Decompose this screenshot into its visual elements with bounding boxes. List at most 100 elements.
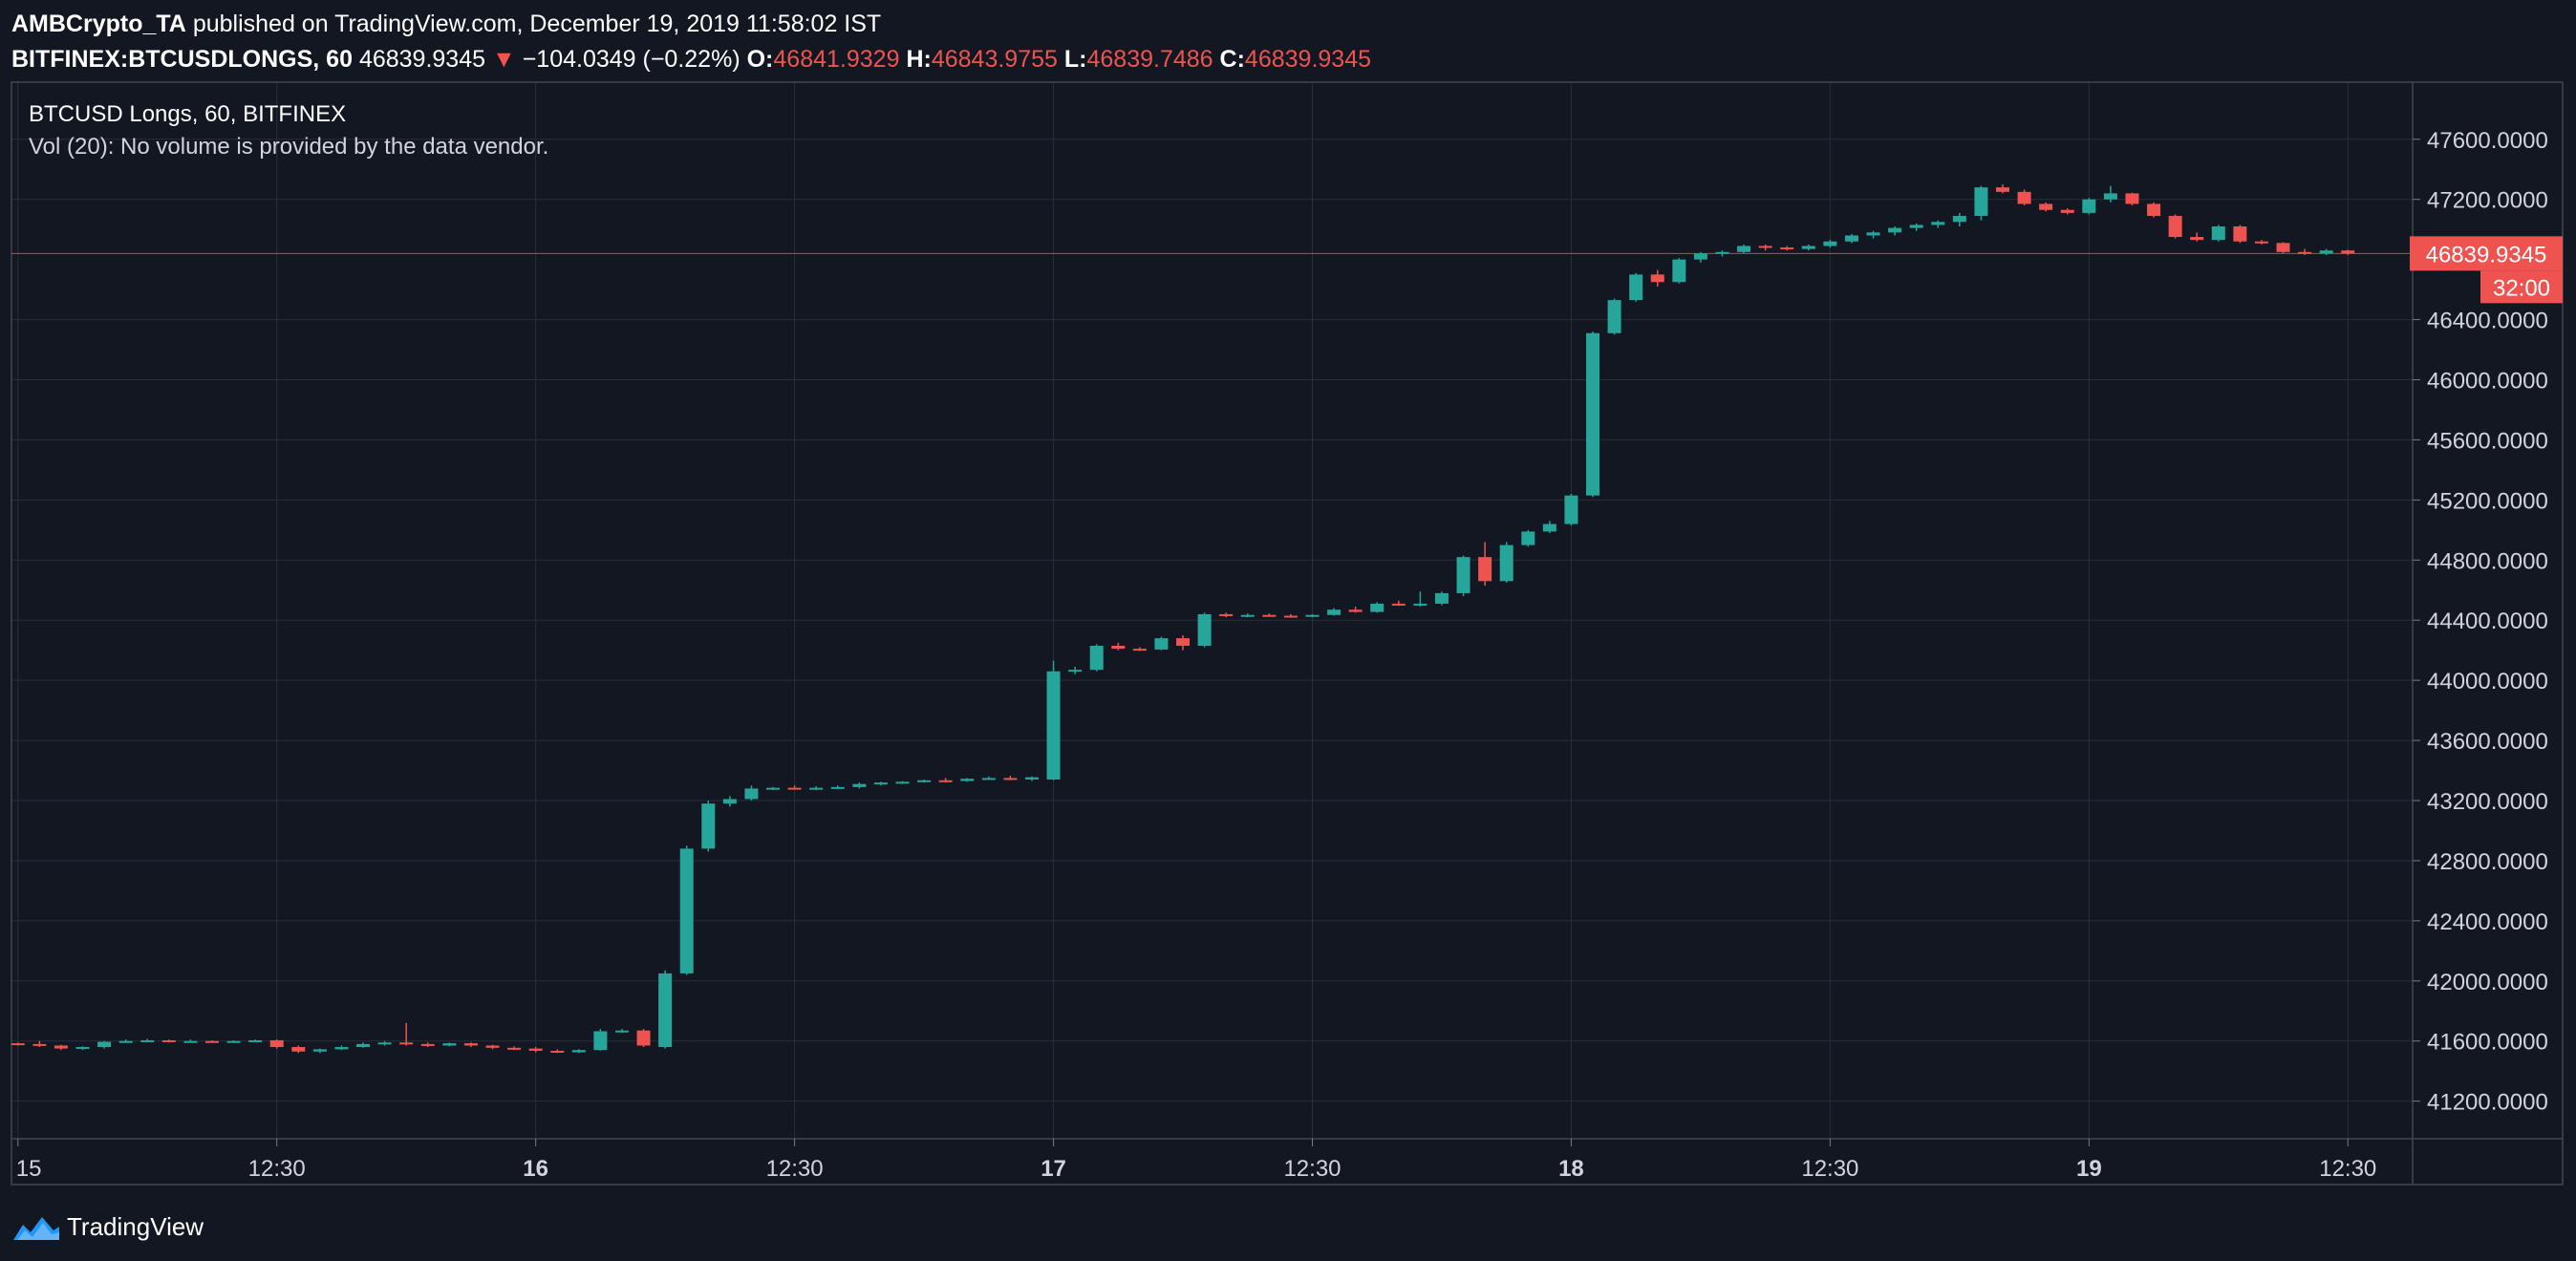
candle	[11, 1042, 25, 1046]
candle	[442, 1042, 457, 1047]
candle	[1564, 494, 1578, 526]
candle-body	[140, 1039, 155, 1042]
low-value: 46839.7486	[1086, 46, 1213, 73]
high-label: H:	[906, 46, 932, 73]
candle-body	[183, 1040, 198, 1043]
candle	[1370, 602, 1385, 613]
candle	[1046, 660, 1061, 780]
candle-body	[2276, 243, 2290, 252]
candle	[226, 1039, 241, 1043]
candle	[1154, 636, 1169, 651]
candle-body	[1650, 274, 1664, 283]
candle-body	[291, 1047, 306, 1052]
candle-body	[1672, 259, 1686, 283]
candle-body	[204, 1040, 219, 1043]
candle	[2211, 224, 2225, 242]
candle	[744, 785, 759, 801]
candle-body	[679, 848, 694, 973]
candle	[722, 796, 737, 807]
price-tick-label: 42000.0000	[2427, 970, 2548, 995]
candle-body	[32, 1043, 47, 1046]
time-tick-label: 12:30	[1801, 1156, 1858, 1182]
candle-body	[2103, 193, 2117, 200]
tradingview-logo-icon[interactable]	[11, 1211, 61, 1242]
candle-body	[1154, 638, 1169, 650]
tradingview-brand[interactable]: TradingView	[67, 1211, 204, 1241]
candle-body	[981, 778, 996, 780]
candle-body	[895, 781, 910, 784]
candle-body	[2125, 193, 2139, 204]
candle	[1327, 608, 1342, 616]
price-tick-label: 42800.0000	[2427, 849, 2548, 875]
candle	[1068, 666, 1083, 674]
candle	[334, 1045, 349, 1051]
candle-body	[593, 1031, 608, 1051]
candle-body	[2039, 203, 2053, 210]
candle-body	[1996, 187, 2010, 192]
ohlc-bar: BITFINEX:BTCUSDLONGS, 60 46839.9345 ▼ −1…	[11, 42, 2563, 76]
candle	[1003, 776, 1018, 780]
candle	[75, 1046, 90, 1051]
candle-body	[1758, 246, 1772, 248]
candle	[312, 1048, 327, 1054]
candle-body	[377, 1042, 392, 1045]
last-price-badge-bg	[2410, 236, 2563, 271]
candle	[614, 1029, 629, 1034]
last-price-badge: 46839.9345 32:00	[2410, 236, 2563, 304]
candle-body	[1564, 495, 1578, 524]
candle	[1801, 244, 1815, 251]
series-legend[interactable]: BTCUSD Longs, 60, BITFINEX	[29, 101, 347, 127]
chart-legend: BTCUSD Longs, 60, BITFINEX Vol (20): No …	[29, 98, 548, 163]
candle-body	[571, 1050, 586, 1053]
candle	[1866, 230, 1880, 239]
candle	[54, 1044, 68, 1051]
candle-body	[1111, 645, 1126, 650]
candle	[463, 1042, 478, 1048]
candle-body	[1391, 603, 1406, 606]
price-tick-label: 42400.0000	[2427, 909, 2548, 935]
candle-body	[2082, 199, 2096, 213]
candle-body	[2319, 250, 2333, 254]
candle	[1715, 250, 1729, 257]
candle	[852, 782, 867, 789]
time-tick-label: 12:30	[248, 1156, 306, 1182]
time-tick-label: 16	[523, 1156, 548, 1182]
candle	[1262, 613, 1277, 617]
candle-body	[744, 788, 759, 800]
volume-legend[interactable]: Vol (20): No volume is provided by the d…	[29, 134, 549, 160]
candle	[161, 1039, 176, 1043]
candle-body	[636, 1030, 651, 1046]
footer: TradingView	[11, 1208, 204, 1246]
candle	[2298, 248, 2312, 255]
candle	[1132, 647, 1147, 652]
candle-body	[1132, 649, 1147, 652]
candle-body	[1499, 545, 1513, 582]
candle	[269, 1039, 284, 1049]
candle-body	[1866, 232, 1880, 236]
candle-body	[485, 1045, 500, 1048]
countdown-badge-label: 32:00	[2493, 275, 2550, 301]
candle-body	[1542, 524, 1556, 532]
candle	[1996, 183, 2010, 194]
candle-body	[1844, 235, 1858, 242]
candle-body	[2233, 226, 2247, 242]
author-name[interactable]: AMBCrypto_TA	[11, 11, 186, 37]
price-tick-label: 41600.0000	[2427, 1030, 2548, 1056]
candle	[679, 845, 694, 975]
candle-body	[550, 1050, 565, 1053]
candle	[701, 801, 716, 852]
candle-body	[722, 799, 737, 804]
open-label: O:	[746, 46, 774, 73]
candle	[204, 1039, 219, 1043]
candle-body	[960, 779, 975, 781]
candle	[1197, 612, 1212, 648]
close-label: C:	[1219, 46, 1245, 73]
chart-frame	[11, 81, 2564, 1186]
candle	[1391, 600, 1406, 607]
candle	[960, 778, 975, 782]
symbol-label[interactable]: BITFINEX:BTCUSDLONGS, 60	[11, 46, 353, 73]
candle-body	[938, 780, 953, 782]
time-axis: 15 12:30 16 12:30 17 12:30 18 12:30 19 12:30	[16, 1139, 2376, 1182]
candle-body	[11, 1043, 25, 1046]
